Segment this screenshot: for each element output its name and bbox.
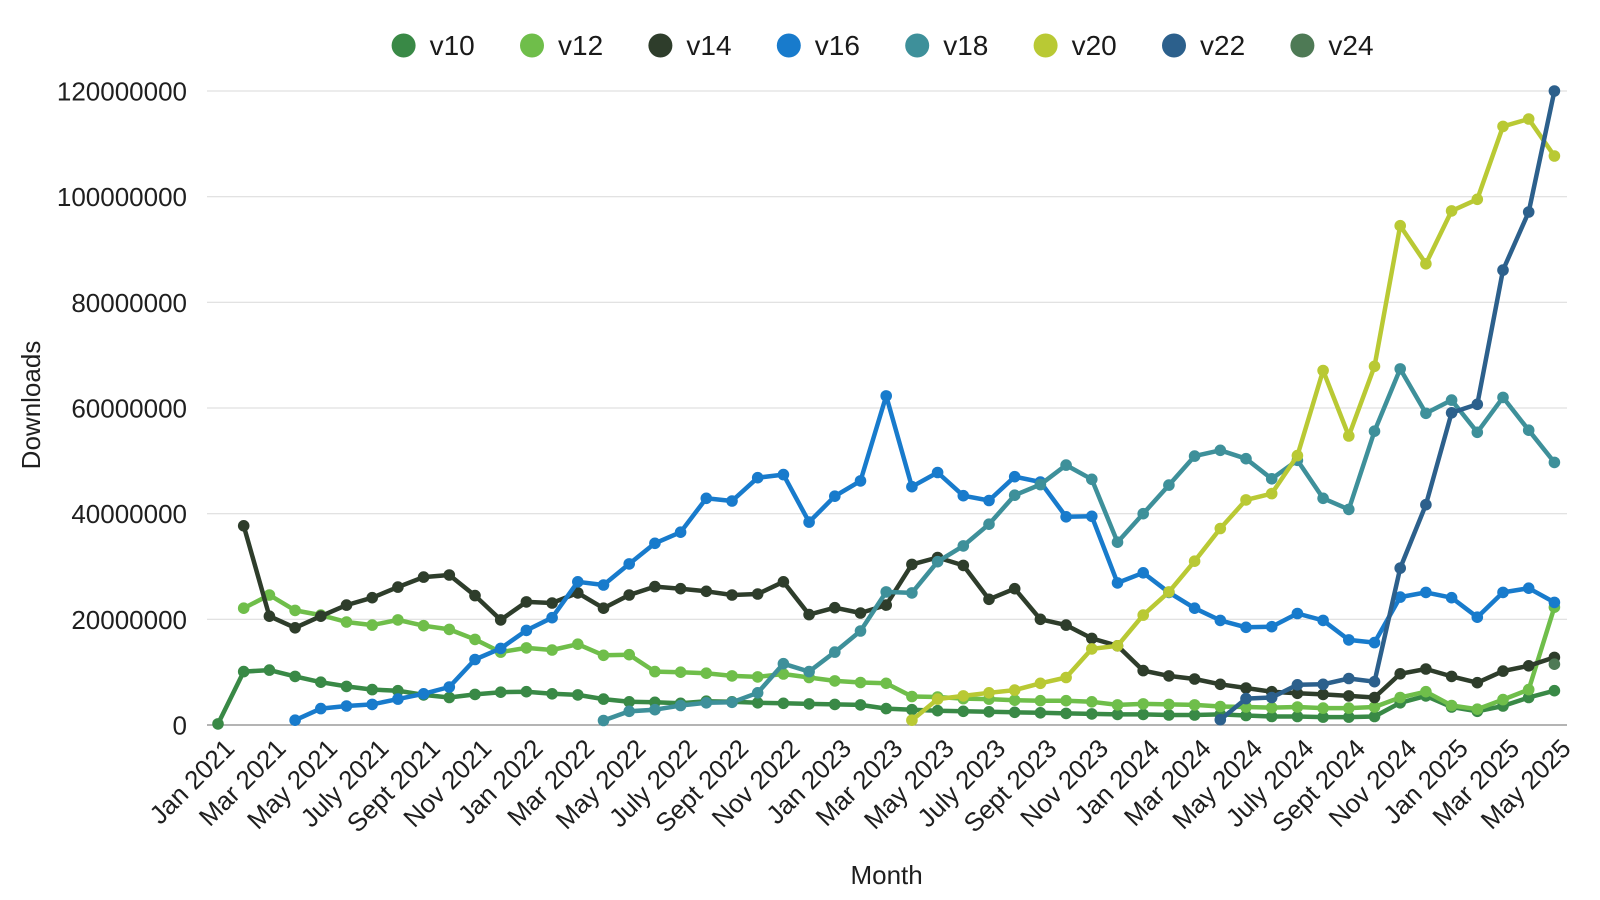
svg-text:v18: v18 (943, 30, 988, 61)
svg-text:v10: v10 (430, 30, 475, 61)
svg-text:v12: v12 (558, 30, 603, 61)
svg-text:40000000: 40000000 (71, 499, 187, 529)
svg-text:Downloads: Downloads (16, 341, 46, 470)
svg-text:0: 0 (173, 711, 187, 741)
svg-text:v24: v24 (1328, 30, 1373, 61)
svg-text:100000000: 100000000 (57, 182, 187, 212)
svg-text:v20: v20 (1072, 30, 1117, 61)
svg-text:v16: v16 (815, 30, 860, 61)
svg-text:Month: Month (850, 860, 922, 890)
svg-text:120000000: 120000000 (57, 77, 187, 107)
svg-text:60000000: 60000000 (71, 394, 187, 424)
svg-text:20000000: 20000000 (71, 605, 187, 635)
svg-text:v22: v22 (1200, 30, 1245, 61)
svg-text:v14: v14 (686, 30, 731, 61)
svg-text:80000000: 80000000 (71, 288, 187, 318)
